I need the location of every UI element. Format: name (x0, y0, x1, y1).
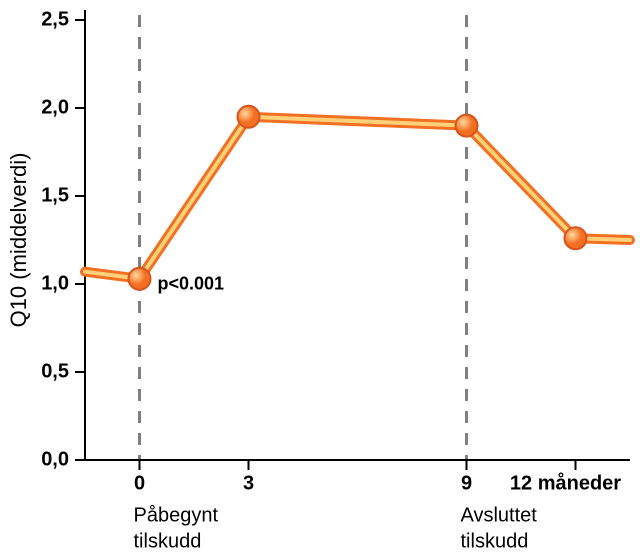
x-tick-label: 0 (134, 473, 145, 495)
data-marker (565, 227, 587, 249)
p-value-annotation: p<0.001 (158, 273, 225, 293)
phase-label-line1-1: Avsluttet (461, 505, 538, 527)
data-marker (238, 106, 260, 128)
y-tick-label: 2,5 (41, 8, 69, 30)
phase-label-line2-0: tilskudd (134, 531, 202, 553)
x-tick-label: 12 måneder (510, 472, 621, 495)
phase-label-line1-0: Påbegynt (134, 505, 219, 527)
y-tick-label: 1,0 (41, 272, 69, 294)
y-tick-label: 0,5 (41, 360, 69, 382)
phase-label-line2-1: tilskudd (461, 531, 529, 553)
y-tick-label: 0,0 (41, 448, 69, 470)
y-axis-title: Q10 (middelverdi) (6, 153, 31, 328)
chart-container: 0,0 0,5 1,0 1,5 2,0 2,5 Q10 (middelverdi) 0 3 9 12… (0, 0, 640, 559)
data-marker (129, 268, 151, 290)
series-line-outer (85, 117, 630, 279)
y-tick-label: 2,0 (41, 96, 69, 118)
x-tick-label: 3 (243, 473, 254, 495)
data-marker (456, 115, 478, 137)
x-tick-label: 9 (461, 473, 472, 495)
series-line-inner (85, 117, 630, 279)
y-tick-label: 1,5 (41, 184, 69, 206)
chart-svg: 0,0 0,5 1,0 1,5 2,0 2,5 Q10 (middelverdi) 0 3 9 12… (0, 0, 640, 559)
